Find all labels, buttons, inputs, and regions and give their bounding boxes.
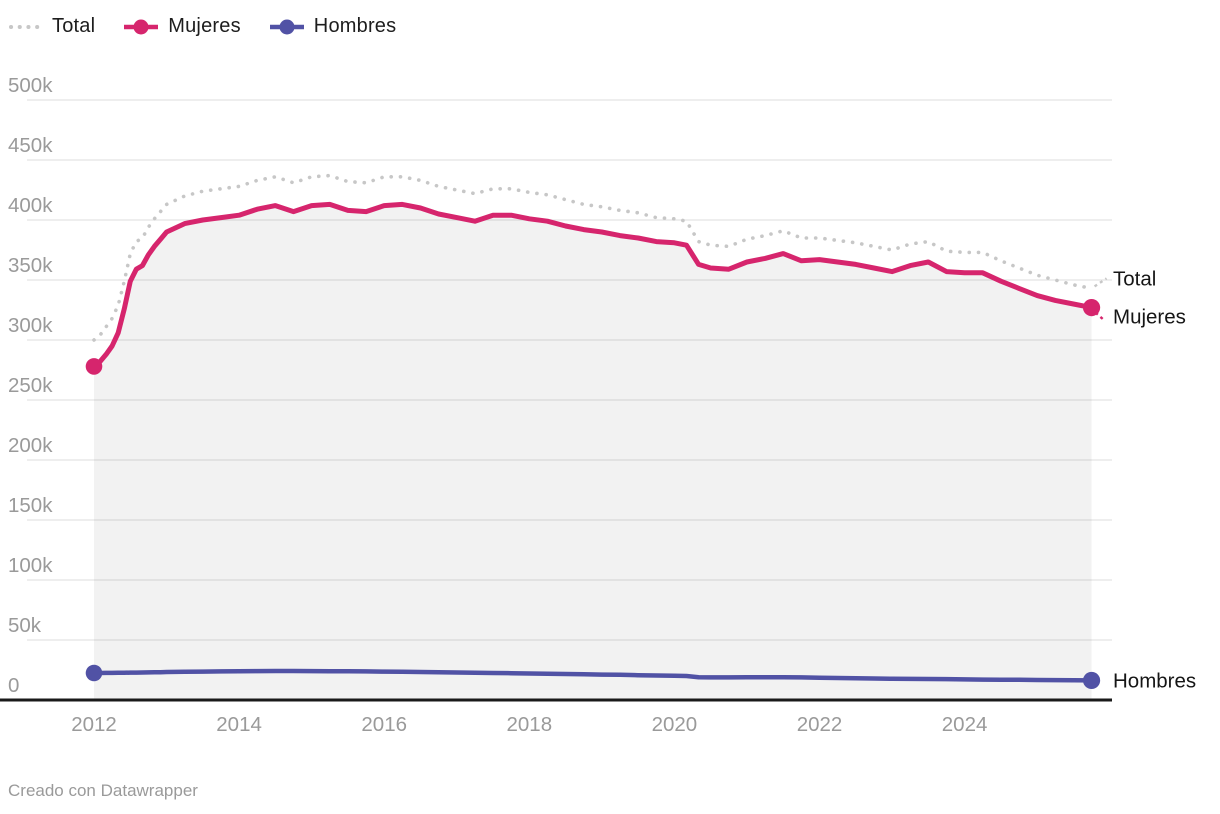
series-line-mujeres — [91, 201, 1095, 369]
x-tick-label: 2014 — [216, 713, 262, 736]
series-end-label-mujeres: Mujeres — [1113, 306, 1186, 329]
y-tick-label: 150k — [8, 494, 53, 517]
legend-label-mujeres: Mujeres — [168, 15, 241, 37]
legend: Total Mujeres Hombres — [8, 15, 396, 38]
y-tick-label: 200k — [8, 434, 53, 457]
line-dot-swatch-icon — [269, 19, 304, 34]
series-end-dot-hombres — [1082, 671, 1101, 690]
y-tick-label: 250k — [8, 374, 53, 397]
x-tick-label: 2018 — [506, 713, 552, 736]
y-tick-label: 500k — [8, 74, 53, 97]
x-tick-label: 2020 — [652, 713, 698, 736]
series-line-hombres — [91, 668, 1094, 683]
dotted-line-swatch-icon — [9, 24, 44, 29]
x-tick-label: 2024 — [942, 713, 988, 736]
series-end-label-hombres: Hombres — [1113, 669, 1196, 692]
legend-label-total: Total — [52, 15, 96, 37]
y-tick-label: 0 — [8, 674, 19, 697]
x-tick-label: 2022 — [797, 713, 843, 736]
x-tick-label: 2016 — [361, 713, 407, 736]
series-start-dot-hombres — [85, 664, 103, 682]
series-start-dot-mujeres — [85, 358, 103, 375]
datawrapper-attribution-link[interactable]: Creado con Datawrapper — [8, 781, 198, 800]
legend-item-mujeres: Mujeres — [122, 15, 241, 38]
x-tick-label: 2012 — [71, 713, 117, 736]
legend-item-total: Total — [8, 15, 95, 38]
y-tick-label: 300k — [8, 314, 53, 337]
label-connector-total — [1093, 277, 1108, 288]
y-tick-label: 100k — [8, 554, 53, 577]
line-dot-swatch-icon — [124, 19, 159, 34]
y-tick-label: 350k — [8, 254, 53, 277]
series-end-label-total: Total — [1113, 267, 1156, 290]
series-end-dot-mujeres — [1082, 299, 1101, 317]
series-area-mujeres — [94, 204, 1092, 700]
y-tick-label: 50k — [8, 614, 42, 637]
y-tick-label: 400k — [8, 194, 53, 217]
y-tick-label: 450k — [8, 134, 53, 157]
label-connector-mujeres — [1094, 311, 1106, 322]
series-line-total — [92, 173, 1094, 342]
legend-item-hombres: Hombres — [268, 15, 397, 38]
legend-label-hombres: Hombres — [313, 15, 397, 37]
